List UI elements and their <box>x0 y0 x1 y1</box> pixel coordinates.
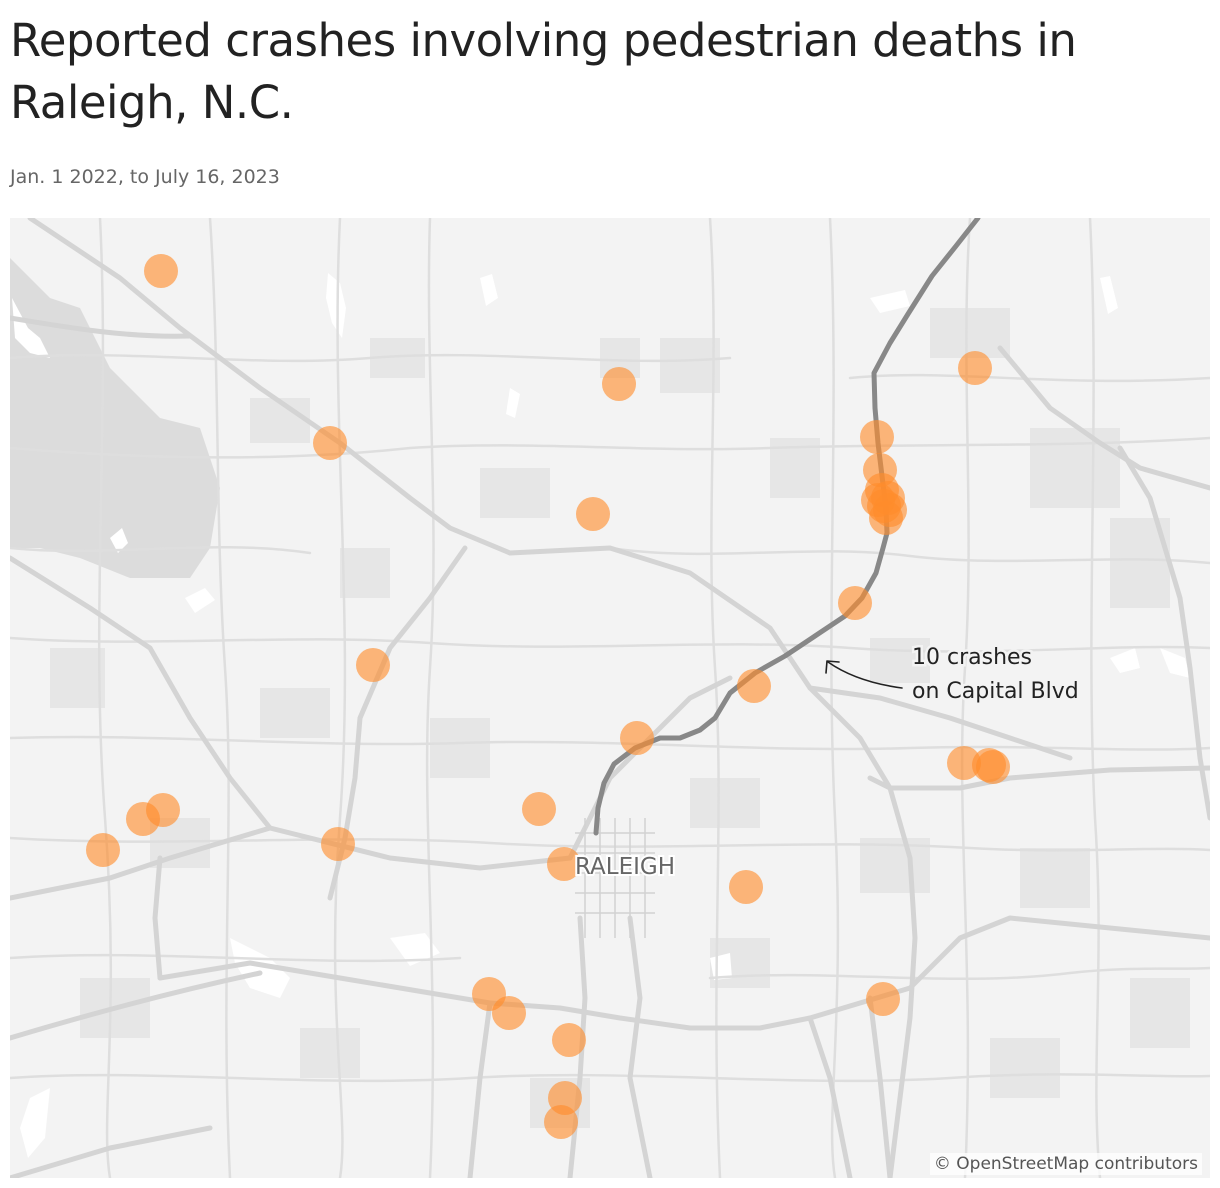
crash-marker-icon[interactable] <box>86 833 120 867</box>
crash-marker-icon[interactable] <box>492 996 526 1030</box>
crash-marker-icon[interactable] <box>126 802 160 836</box>
arrow-icon <box>827 661 903 689</box>
crash-marker-icon[interactable] <box>547 847 581 881</box>
map-attribution[interactable]: © OpenStreetMap contributors <box>929 1153 1202 1175</box>
map[interactable]: RALEIGH 10 crashes on Capital Blvd © Ope… <box>10 218 1210 1178</box>
crash-marker-icon[interactable] <box>602 367 636 401</box>
land-use-layer <box>10 258 1190 1128</box>
downtown-grid <box>575 818 655 938</box>
crash-marker-icon[interactable] <box>976 750 1010 784</box>
crash-marker-icon[interactable] <box>947 746 981 780</box>
crash-marker-icon[interactable] <box>866 982 900 1016</box>
crash-marker-icon[interactable] <box>737 669 771 703</box>
city-label: RALEIGH <box>575 854 675 880</box>
annotation: 10 crashes on Capital Blvd <box>825 643 1081 707</box>
crash-marker-icon[interactable] <box>958 351 992 385</box>
crash-marker-icon[interactable] <box>860 420 894 454</box>
crash-marker-icon[interactable] <box>576 497 610 531</box>
arrowhead-icon <box>825 660 840 674</box>
map-canvas: RALEIGH 10 crashes on Capital Blvd <box>10 218 1210 1178</box>
chart-title: Reported crashes involving pedestrian de… <box>10 14 1077 129</box>
crash-marker-icon[interactable] <box>313 426 347 460</box>
crash-marker-icon[interactable] <box>544 1105 578 1139</box>
crash-marker-icon[interactable] <box>552 1023 586 1057</box>
annotation-line-2: on Capital Blvd <box>912 679 1079 704</box>
annotation-line-1: 10 crashes <box>912 645 1032 670</box>
crash-marker-icon[interactable] <box>144 254 178 288</box>
crash-marker-icon[interactable] <box>838 586 872 620</box>
water-layer <box>12 273 1190 1158</box>
crash-marker-icon[interactable] <box>356 648 390 682</box>
crash-marker-icon[interactable] <box>729 870 763 904</box>
crash-marker-icon[interactable] <box>620 721 654 755</box>
crash-marker-icon[interactable] <box>522 792 556 826</box>
crash-marker-icon[interactable] <box>861 483 895 517</box>
chart-subtitle: Jan. 1 2022, to July 16, 2023 <box>10 166 280 188</box>
crash-markers-layer <box>86 254 1010 1139</box>
crash-marker-icon[interactable] <box>321 827 355 861</box>
